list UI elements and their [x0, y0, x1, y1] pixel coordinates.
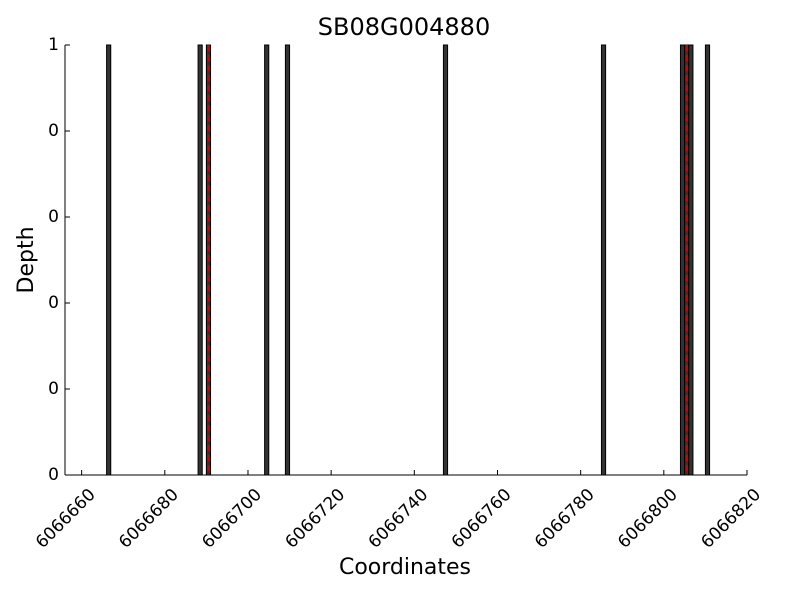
y-tick-label: 0	[48, 465, 59, 485]
y-tick-label: 0	[48, 121, 59, 141]
y-tick-label: 1	[48, 35, 59, 55]
bar	[688, 44, 694, 476]
x-tick-label: 6066700	[198, 485, 266, 553]
bar	[197, 44, 203, 476]
x-tick-label: 6066720	[281, 485, 349, 553]
bar	[284, 44, 291, 476]
bar	[442, 44, 449, 476]
bar	[679, 44, 686, 476]
x-tick-label: 6066740	[365, 485, 433, 553]
x-tick-label: 6066760	[448, 485, 516, 553]
y-tick-label: 0	[48, 293, 59, 313]
bar	[264, 44, 270, 476]
x-axis-label: Coordinates	[339, 555, 471, 580]
x-tick-label: 6066660	[32, 485, 100, 553]
x-tick-label: 6066800	[614, 485, 682, 553]
x-tick-label: 6066780	[531, 485, 599, 553]
y-axis-label: Depth	[14, 226, 39, 293]
y-tick-label: 0	[48, 379, 59, 399]
x-tick-label: 6066680	[115, 485, 183, 553]
bar	[704, 44, 711, 476]
x-tick-label: 6066820	[697, 485, 765, 553]
y-tick-label: 0	[48, 207, 59, 227]
chart-title: SB08G004880	[318, 13, 490, 41]
bar	[600, 44, 607, 476]
bar	[106, 44, 112, 476]
